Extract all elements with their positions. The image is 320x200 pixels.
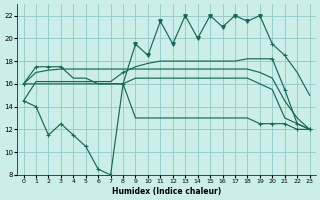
X-axis label: Humidex (Indice chaleur): Humidex (Indice chaleur) bbox=[112, 187, 221, 196]
